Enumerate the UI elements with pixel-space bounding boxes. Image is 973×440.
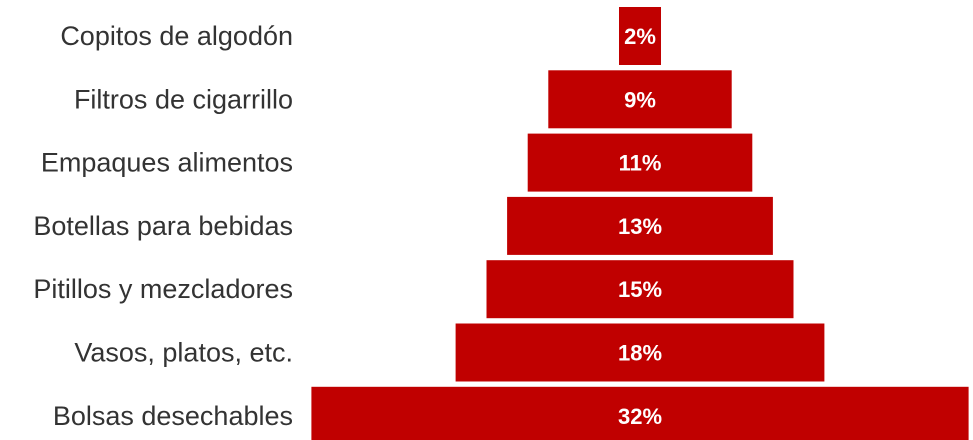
value-label-bolsas-desechables: 32% — [618, 404, 662, 429]
value-labels-group: 2% 9% 11% 13% 15% 18% 32% — [618, 24, 662, 429]
bar-botellas-para-bebidas — [505, 194, 775, 257]
category-label-vasos-platos-etc: Vasos, platos, etc. — [74, 338, 293, 368]
category-label-copitos-de-algodon: Copitos de algodón — [60, 21, 293, 51]
value-label-vasos-platos-etc: 18% — [618, 341, 662, 366]
value-label-pitillos-y-mezcladores: 15% — [618, 277, 662, 302]
bar-bolsas-desechables — [309, 384, 971, 440]
category-label-bolsas-desechables: Bolsas desechables — [53, 401, 293, 431]
category-label-filtros-de-cigarrillo: Filtros de cigarrillo — [74, 84, 293, 114]
category-label-pitillos-y-mezcladores: Pitillos y mezcladores — [33, 274, 293, 304]
bar-copitos-de-algodon — [617, 5, 663, 67]
bars-group — [309, 5, 971, 440]
value-label-filtros-de-cigarrillo: 9% — [624, 87, 656, 112]
value-label-copitos-de-algodon: 2% — [624, 24, 656, 49]
bar-empaques-alimentos — [525, 131, 755, 194]
value-label-botellas-para-bebidas: 13% — [618, 214, 662, 239]
bar-vasos-platos-etc — [453, 321, 827, 384]
value-label-empaques-alimentos: 11% — [619, 151, 662, 176]
category-labels-group: Copitos de algodón Filtros de cigarrillo E… — [33, 21, 293, 431]
bar-filtros-de-cigarrillo — [546, 68, 734, 131]
bar-pitillos-y-mezcladores — [484, 258, 796, 321]
category-label-botellas-para-bebidas: Botellas para bebidas — [33, 211, 293, 241]
category-label-empaques-alimentos: Empaques alimentos — [41, 148, 293, 178]
